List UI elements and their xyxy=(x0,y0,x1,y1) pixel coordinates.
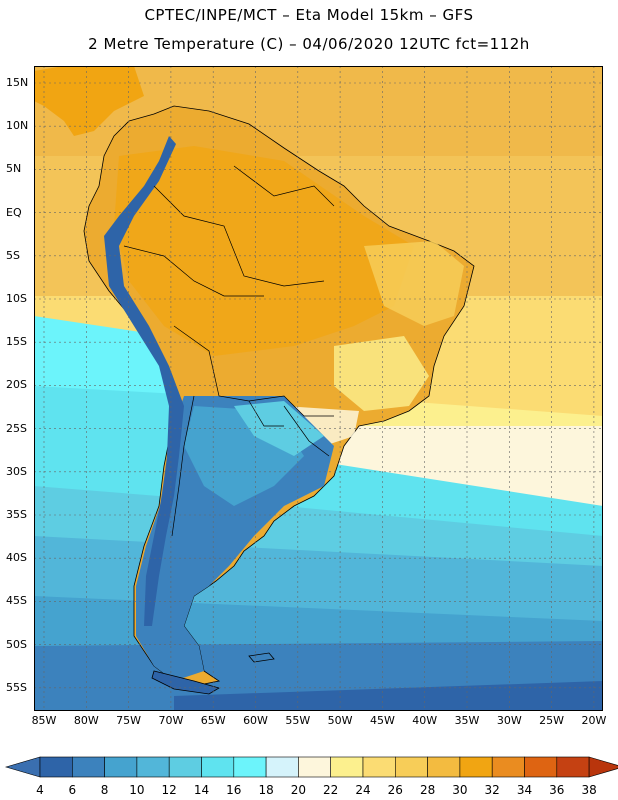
colorbar-tick-label: 32 xyxy=(484,783,500,797)
colorbar-tick-label: 24 xyxy=(355,783,371,797)
colorbar-tick-label: 18 xyxy=(258,783,274,797)
lon-label: 55W xyxy=(285,714,311,727)
central-america-land xyxy=(34,66,144,136)
lat-label: 55S xyxy=(6,680,27,694)
southeast-brazil-region xyxy=(334,336,429,411)
colorbar-segment xyxy=(265,756,299,778)
lat-label: 40S xyxy=(6,551,27,565)
andes-cold-ridge xyxy=(104,136,184,626)
colorbar-tick-label: 34 xyxy=(516,783,533,797)
lon-label: 30W xyxy=(496,714,522,727)
lon-label: 25W xyxy=(539,714,565,727)
colorbar-tick-label: 26 xyxy=(387,783,403,797)
colorbar-segment xyxy=(104,756,138,778)
colorbar-segment xyxy=(491,756,525,778)
northeast-brazil-region xyxy=(364,241,464,326)
colorbar-arrow-left xyxy=(4,756,41,778)
amazon-hot-region xyxy=(114,146,414,356)
colorbar-segment xyxy=(556,756,590,778)
tierra-del-fuego xyxy=(151,670,221,695)
lat-label: 25S xyxy=(6,421,27,435)
colorbar-tick-label: 36 xyxy=(549,783,565,797)
colorbar-tick-label: 12 xyxy=(161,783,177,797)
colorbar-segment xyxy=(330,756,364,778)
lon-label: 35W xyxy=(454,714,480,727)
lon-label: 85W xyxy=(31,714,57,727)
temperature-map xyxy=(34,66,603,711)
lat-label: EQ xyxy=(6,205,22,219)
lon-label: 45W xyxy=(369,714,395,727)
colorbar-tick-label: 28 xyxy=(419,783,436,797)
colorbar-segment xyxy=(201,756,235,778)
lon-label: 50W xyxy=(327,714,353,727)
colorbar-tick-label: 10 xyxy=(129,783,145,797)
colorbar-segment xyxy=(459,756,493,778)
colorbar-tick-label: 4 xyxy=(36,783,44,797)
ocean-band-6 xyxy=(174,681,603,711)
map-frame-border xyxy=(34,66,603,711)
lat-label: 5S xyxy=(6,248,20,262)
colorbar-segment xyxy=(427,756,461,778)
country-borders xyxy=(123,165,335,537)
colorbar-segment xyxy=(72,756,105,778)
colorbar-segment xyxy=(298,756,331,778)
lat-label: 30S xyxy=(6,464,27,478)
colorbar-segment xyxy=(168,756,202,778)
lat-label: 5N xyxy=(6,162,22,176)
colorbar-segment xyxy=(394,756,428,778)
colorbar-segment xyxy=(362,756,396,778)
lon-label: 70W xyxy=(158,714,184,727)
colorbar-tick-label: 14 xyxy=(193,783,210,797)
map-subtitle: 2 Metre Temperature (C) – 04/06/2020 12U… xyxy=(88,35,530,53)
colorbar-segment xyxy=(233,756,267,778)
colorbar-tick-label: 8 xyxy=(100,783,109,797)
colorbar xyxy=(4,756,618,778)
colorbar-tick-label: 6 xyxy=(68,783,77,797)
lat-label: 15S xyxy=(6,335,27,349)
temperature-map-frame xyxy=(34,66,603,711)
colorbar-arrow-right xyxy=(588,756,618,778)
colorbar-segment xyxy=(39,756,73,778)
lat-label: 50S xyxy=(6,637,27,651)
lon-label: 65W xyxy=(200,714,226,727)
colorbar-segment xyxy=(136,756,170,778)
lat-label: 10S xyxy=(6,292,27,305)
colorbar-tick-label: 30 xyxy=(452,783,468,797)
colorbar-tick-label: 16 xyxy=(226,783,242,797)
colorbar-tick-label: 20 xyxy=(290,783,307,797)
lon-label: 60W xyxy=(243,714,268,727)
lat-label: 15N xyxy=(6,76,29,89)
lon-label: 40W xyxy=(412,714,438,727)
colorbar-tick-label: 38 xyxy=(581,783,597,797)
falkland-islands xyxy=(248,652,275,663)
map-title: CPTEC/INPE/MCT – Eta Model 15km – GFS xyxy=(144,6,474,24)
lon-label: 75W xyxy=(116,714,142,727)
lat-label: 10N xyxy=(6,119,29,133)
lat-label: 35S xyxy=(6,508,27,521)
lon-label: 20W xyxy=(581,714,607,727)
lat-label: 45S xyxy=(6,594,27,608)
colorbar-segment xyxy=(524,756,558,778)
lat-label: 20S xyxy=(6,378,27,392)
lon-label: 80W xyxy=(73,714,99,727)
colorbar-tick-label: 22 xyxy=(323,783,339,797)
